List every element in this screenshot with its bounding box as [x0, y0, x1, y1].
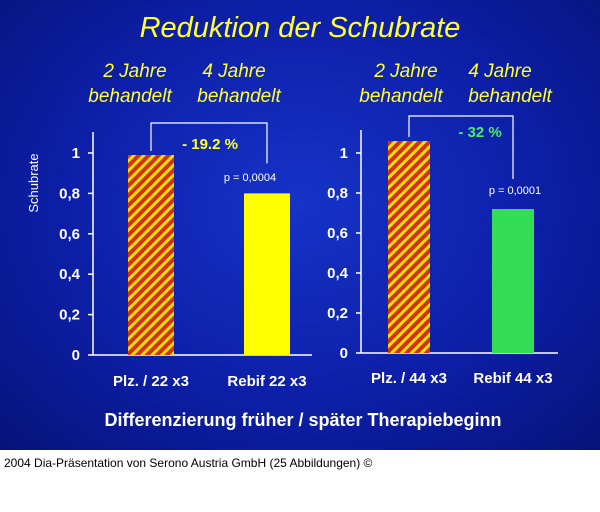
- left-header-2-line2: behandelt: [197, 86, 281, 107]
- p-value-label: p = 0,0004: [224, 172, 276, 184]
- y-tick-label: 0,2: [59, 307, 80, 324]
- reduction-label: - 19.2 %: [182, 136, 238, 153]
- right-header-1-line2: behandelt: [359, 86, 443, 107]
- p-value-label: p = 0,0001: [489, 185, 541, 197]
- right-header-2-line2: behandelt: [468, 86, 552, 107]
- category-label: Plz. / 22 x3: [113, 373, 189, 390]
- bottom-text: Differenzierung früher / später Therapie…: [104, 410, 501, 430]
- y-tick-label: 0,2: [327, 305, 348, 322]
- right-header-2-line1: 4 Jahre: [468, 61, 531, 82]
- right-header-1-line1: 2 Jahre: [373, 61, 437, 82]
- left-header-1-line2: behandelt: [88, 86, 172, 107]
- bar: [492, 209, 534, 353]
- category-label: Rebif 44 x3: [473, 370, 552, 387]
- category-label: Plz. / 44 x3: [371, 370, 447, 387]
- category-label: Rebif 22 x3: [227, 373, 306, 390]
- y-tick-label: 0,6: [59, 226, 80, 243]
- comparison-bracket: [408, 115, 514, 179]
- reduction-label: - 32 %: [458, 124, 501, 141]
- y-tick-label: 0,8: [327, 185, 348, 202]
- bar: [388, 141, 430, 353]
- slide-title: Reduktion der Schubrate: [140, 12, 461, 44]
- y-tick-label: 0,8: [59, 185, 80, 202]
- left-chart: 0 0,2 0,4 0,6 0,8 1 Plz. / 22 x3 Rebif 22 x3 - 1…: [59, 122, 312, 390]
- chart-canvas: Reduktion der Schubrate 2 Jahre behandel…: [26, 12, 558, 430]
- left-header-2-line1: 4 Jahre: [202, 61, 265, 82]
- y-tick-label: 0,6: [327, 225, 348, 242]
- y-axis-label: Schubrate: [26, 153, 41, 212]
- comparison-bracket: [150, 122, 268, 164]
- slide: Reduktion der Schubrate 2 Jahre behandel…: [0, 0, 600, 450]
- y-tick-label: 1: [340, 145, 348, 162]
- y-tick-label: 0: [340, 345, 348, 362]
- y-tick-label: 0: [72, 347, 80, 364]
- right-chart: 0 0,2 0,4 0,6 0,8 1 Plz. / 44 x3 Rebif 44 x3 - 3…: [327, 115, 558, 387]
- image-caption: 2004 Dia-Präsentation von Serono Austria…: [4, 456, 373, 470]
- bar: [128, 155, 174, 355]
- y-tick-label: 1: [72, 145, 80, 162]
- y-tick-label: 0,4: [327, 265, 349, 282]
- left-header-1-line1: 2 Jahre: [102, 61, 166, 82]
- y-tick-label: 0,4: [59, 266, 81, 283]
- bar: [244, 193, 290, 355]
